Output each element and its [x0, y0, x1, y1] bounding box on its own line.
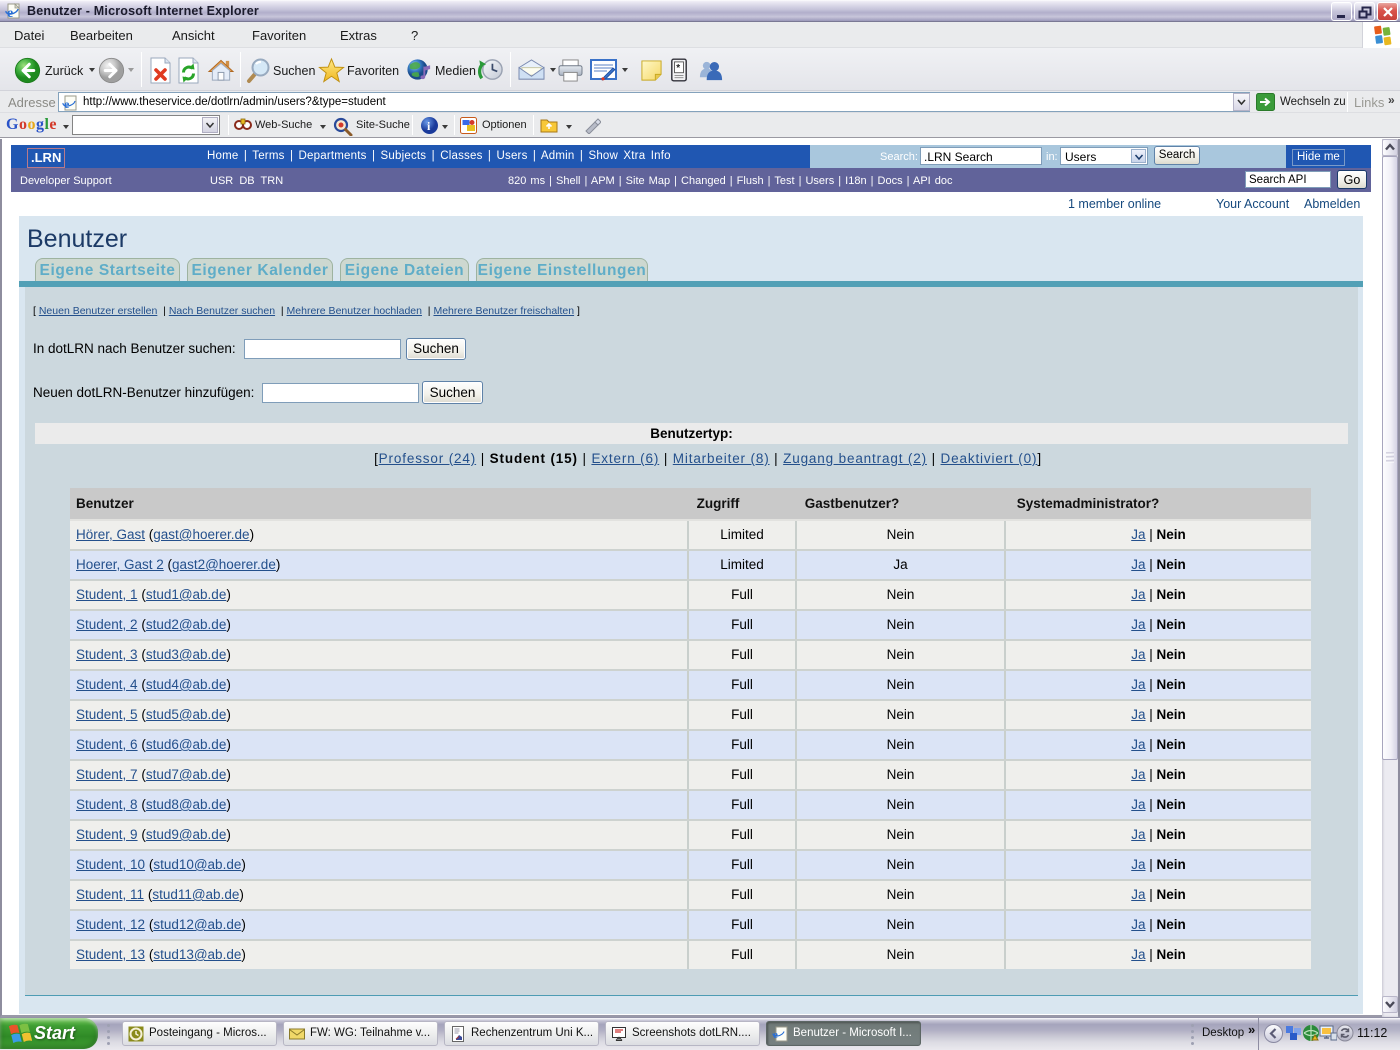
svg-text:*: *	[676, 63, 680, 74]
svg-text:e: e	[64, 97, 70, 111]
svg-text:i: i	[427, 119, 431, 133]
svg-text:e: e	[7, 6, 13, 19]
svg-text:e: e	[773, 1029, 778, 1041]
